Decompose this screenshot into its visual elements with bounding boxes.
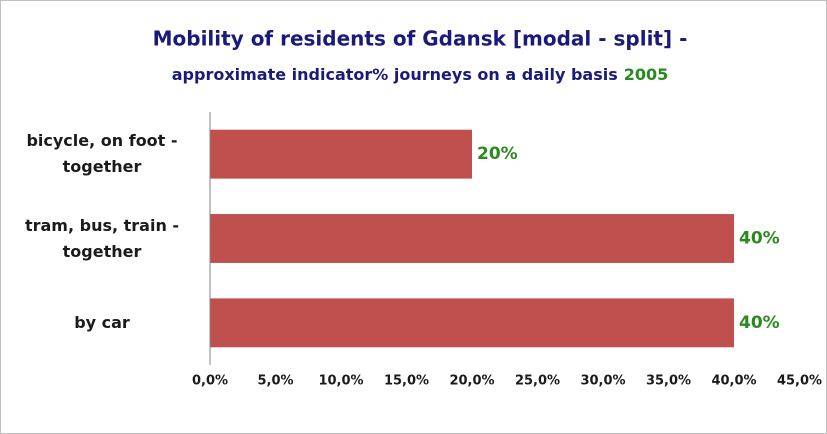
subtitle-text: approximate indicator% journeys on a dai… (172, 65, 618, 84)
x-tick-label: 45,0% (777, 374, 822, 389)
x-tick-label: 20,0% (449, 374, 494, 389)
value-label: 40% (739, 229, 780, 249)
x-tick-label: 30,0% (580, 374, 625, 389)
x-tick-label: 10,0% (318, 374, 363, 389)
bar (210, 214, 734, 263)
chart-title: Mobility of residents of Gdansk [modal -… (153, 27, 688, 51)
value-label: 20% (477, 144, 518, 164)
x-tick-label: 35,0% (646, 374, 691, 389)
y-tick-label: by car (74, 312, 130, 332)
x-tick-label: 25,0% (515, 374, 560, 389)
bar (210, 298, 734, 348)
y-tick-label: bicycle, on foot - together (26, 131, 178, 177)
x-tick-label: 5,0% (257, 374, 293, 389)
chart-subtitle: approximate indicator% journeys on a dai… (172, 65, 669, 84)
x-tick-label: 0,0% (192, 374, 228, 389)
bar (210, 129, 472, 179)
x-tick-label: 40,0% (711, 374, 756, 389)
value-label: 40% (739, 313, 780, 333)
subtitle-year: 2005 (624, 65, 669, 84)
y-tick-label: tram, bus, train - together (24, 215, 180, 261)
x-tick-label: 15,0% (384, 374, 429, 389)
